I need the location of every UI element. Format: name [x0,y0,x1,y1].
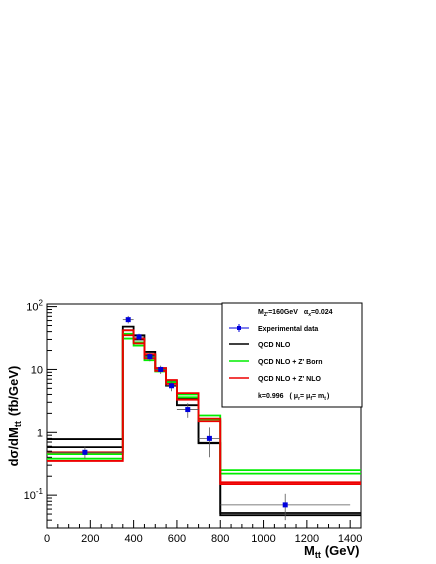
exp-point [282,502,288,508]
x-tick-label: 400 [124,533,142,545]
legend-label-z-nlo: QCD NLO + Z' NLO [258,376,321,383]
y-tick-label: 10 [31,364,43,376]
y-axis-unit: (fb/GeV) [6,366,21,417]
exp-point [206,435,212,441]
exp-point [158,366,164,372]
y-tick-label: 102 [26,299,43,314]
legend-label-z-born: QCD NLO + Z' Born [258,359,322,366]
experimental-points [47,315,351,521]
y-axis-title: dσ/dMtt (fb/GeV) [6,366,23,467]
x-tick-label: 200 [81,533,99,545]
exp-point [185,407,191,413]
legend-footer: k=0.996( μr= μf= mt) [258,393,329,402]
x-tick-label: 1000 [251,533,275,545]
legend-box [221,302,363,408]
x-tick-label: 0 [44,533,50,545]
x-tick-label: 1200 [295,533,319,545]
legend-label-qcd-nlo: QCD NLO [258,342,291,349]
x-axis-sub: tt [315,550,321,560]
x-tick-label: 800 [211,533,229,545]
exp-point [136,334,142,340]
y-axis-main: dσ/dM [6,427,21,466]
legend-entry-qcd-nlo: QCD NLO [229,342,291,349]
x-ticks: 0 200 400 600 800 1000 1200 1400 [44,520,362,545]
exp-point [169,383,175,389]
x-axis-unit: (GeV) [325,543,360,558]
plot-frame [46,303,362,529]
legend-header: MZ'=160GeV αx=0.024 [258,309,333,318]
y-axis-sub: tt [13,421,23,427]
x-tick-label: 1400 [338,533,362,545]
x-axis-title: Mtt (GeV) [304,543,360,560]
y-tick-label: 10-1 [24,487,44,502]
legend-entry-experimental: Experimental data [229,324,318,333]
legend-entry-z-born: QCD NLO + Z' Born [229,359,322,366]
legend: MZ'=160GeV αx=0.024 Experimental data QCD… [221,302,363,408]
exp-point [82,449,88,455]
exp-point [147,354,153,360]
legend-label-experimental: Experimental data [258,326,318,333]
histogram-bands [47,325,361,517]
y-ticks: 10-1 1 10 102 [24,299,57,529]
legend-entry-z-nlo: QCD NLO + Z' NLO [229,376,321,383]
y-tick-label: 1 [37,427,43,439]
x-axis-main: M [304,543,315,558]
x-tick-label: 600 [168,533,186,545]
exp-point [125,317,131,323]
